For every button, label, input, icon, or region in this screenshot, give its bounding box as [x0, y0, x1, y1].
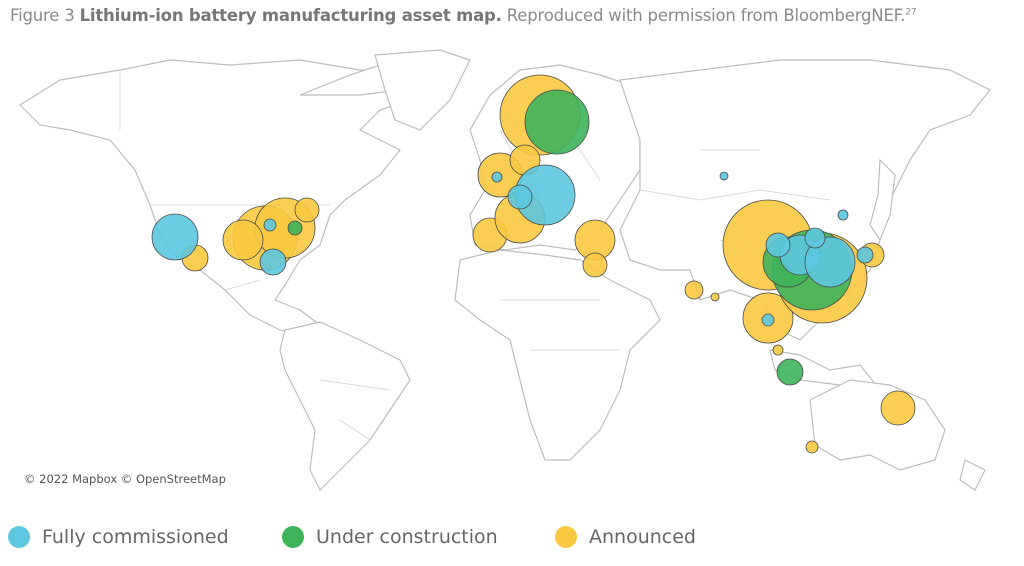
- commissioned-site: [491, 171, 503, 183]
- figure-number: Figure 3: [10, 6, 75, 25]
- construction-site: [287, 220, 303, 236]
- announced-site: [772, 344, 784, 356]
- announced-site: [805, 440, 819, 454]
- world-map: [19, 49, 991, 492]
- announced-site: [684, 280, 704, 300]
- legend-label: Announced: [589, 526, 696, 548]
- legend-item: Fully commissioned: [8, 526, 229, 548]
- footnote: 27: [905, 7, 917, 18]
- commissioned-site: [804, 227, 826, 249]
- commissioned-site: [837, 209, 849, 221]
- commissioned-site: [856, 246, 874, 264]
- legend-label: Under construction: [316, 526, 498, 548]
- legend-item: Announced: [555, 526, 696, 548]
- legend-label: Fully commissioned: [42, 526, 229, 548]
- figure-caption: Figure 3 Lithium-ion battery manufacturi…: [10, 6, 917, 25]
- announced-site: [710, 292, 720, 302]
- commissioned-site: [719, 171, 729, 181]
- commissioned-site: [507, 184, 533, 210]
- announced-site: [222, 219, 264, 261]
- commissioned-site: [151, 213, 199, 261]
- legend-item: Under construction: [282, 526, 498, 548]
- construction-site: [776, 358, 804, 386]
- construction-site: [524, 89, 590, 155]
- commissioned-site: [765, 232, 791, 258]
- commissioned-site: [804, 236, 856, 288]
- announced-site: [880, 390, 916, 426]
- legend-swatch: [555, 526, 577, 548]
- asset-bubbles: [151, 74, 916, 454]
- map-attribution: © 2022 Mapbox © OpenStreetMap: [24, 472, 226, 486]
- announced-site: [294, 197, 320, 223]
- legend-swatch: [8, 526, 30, 548]
- commissioned-site: [761, 313, 775, 327]
- figure-title: Lithium-ion battery manufacturing asset …: [79, 6, 502, 25]
- legend-swatch: [282, 526, 304, 548]
- commissioned-site: [259, 248, 287, 276]
- commissioned-site: [263, 218, 277, 232]
- announced-site: [582, 252, 608, 278]
- figure-source: Reproduced with permission from Bloomber…: [506, 6, 906, 25]
